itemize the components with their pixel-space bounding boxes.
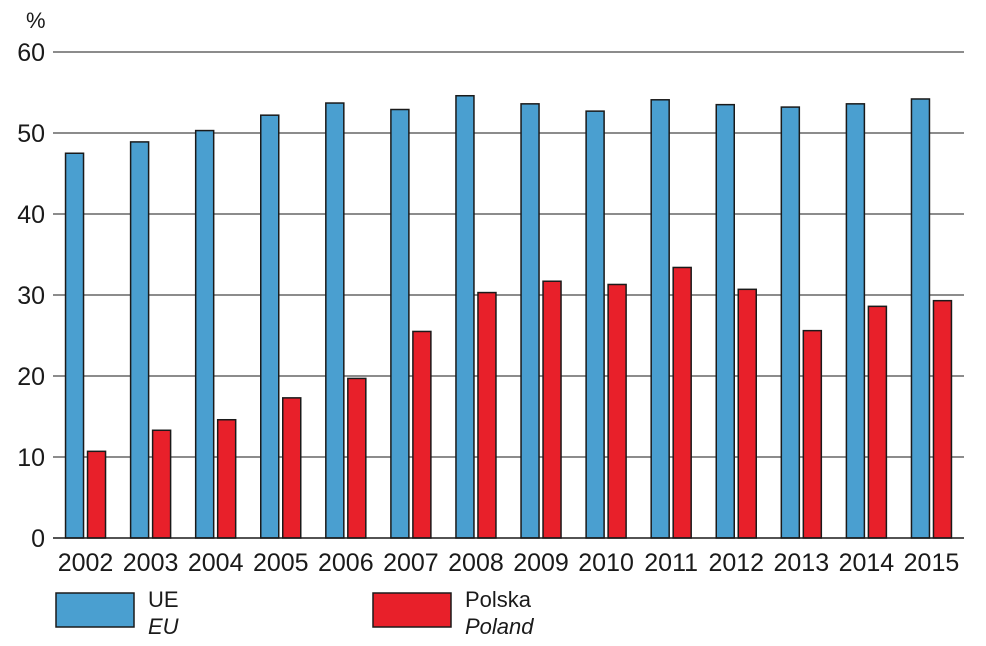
x-tick-label: 2012 [708, 549, 764, 577]
bar-eu-2010 [585, 110, 605, 539]
bar-poland-2006 [347, 377, 367, 539]
bar-poland-2014 [867, 305, 888, 539]
x-tick-label: 2002 [58, 549, 114, 577]
x-tick-label: 2010 [578, 549, 634, 577]
x-tick-label: 2006 [318, 549, 374, 577]
x-tick-label: 2015 [904, 549, 960, 577]
bar-poland-2012 [737, 288, 757, 539]
bar-poland-2008 [477, 291, 497, 539]
bar-poland-2004 [216, 418, 237, 539]
bar-eu-2008 [455, 94, 475, 539]
y-tick-label: 0 [31, 525, 45, 553]
legend: UE EU Polska Poland [55, 587, 534, 639]
bar-eu-2003 [129, 141, 150, 539]
bar-poland-2003 [151, 429, 172, 539]
bar-poland-2009 [542, 280, 562, 539]
y-tick-label: 20 [17, 363, 45, 391]
bar-eu-2005 [260, 114, 280, 539]
y-tick-label: 60 [17, 39, 45, 67]
legend-swatch-eu [55, 592, 135, 628]
x-tick-label: 2007 [383, 549, 439, 577]
x-tick-label: 2011 [644, 549, 698, 577]
bar-eu-2014 [845, 103, 866, 539]
bar-poland-2010 [607, 283, 627, 539]
legend-swatch-poland [372, 592, 452, 628]
bar-eu-2015 [910, 98, 931, 539]
x-tick-label: 2005 [253, 549, 309, 577]
y-unit-label: % [26, 8, 46, 33]
x-tick-label: 2008 [448, 549, 504, 577]
bar-poland-2015 [932, 299, 953, 539]
legend-label-eu-en: EU [148, 614, 179, 639]
x-tick-label: 2003 [123, 549, 179, 577]
bar-eu-2011 [650, 99, 670, 539]
bar-eu-2009 [520, 103, 540, 539]
y-tick-label: 50 [17, 120, 45, 148]
bar-eu-2004 [194, 129, 215, 539]
y-tick-label: 30 [17, 282, 45, 310]
legend-label-poland-en: Poland [465, 614, 534, 639]
axes: 0 10 20 30 40 50 60 2002 2003 2004 2005 2006 2007 200… [17, 39, 964, 577]
bar-poland-2011 [672, 266, 692, 539]
x-tick-label: 2013 [774, 549, 830, 577]
bar-eu-2002 [64, 152, 85, 539]
bar-eu-2013 [780, 106, 801, 539]
bar-poland-2005 [282, 397, 302, 539]
gridlines [53, 51, 964, 458]
bar-eu-2007 [390, 108, 410, 539]
x-tick-label: 2009 [513, 549, 569, 577]
bar-poland-2007 [412, 330, 432, 539]
legend-label-poland: Polska [465, 587, 532, 612]
bar-poland-2013 [802, 329, 823, 539]
bars [64, 94, 953, 539]
bar-eu-2006 [325, 102, 345, 539]
y-tick-label: 10 [17, 444, 45, 472]
x-tick-label: 2014 [839, 549, 895, 577]
y-tick-label: 40 [17, 201, 45, 229]
legend-label-eu: UE [148, 587, 179, 612]
bar-eu-2012 [715, 103, 735, 539]
x-tick-label: 2004 [188, 549, 244, 577]
bar-poland-2002 [86, 450, 107, 539]
